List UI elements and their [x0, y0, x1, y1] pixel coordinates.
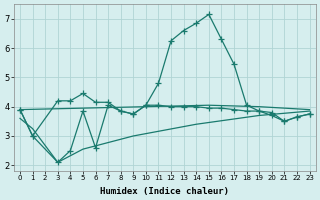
X-axis label: Humidex (Indice chaleur): Humidex (Indice chaleur) [100, 187, 229, 196]
